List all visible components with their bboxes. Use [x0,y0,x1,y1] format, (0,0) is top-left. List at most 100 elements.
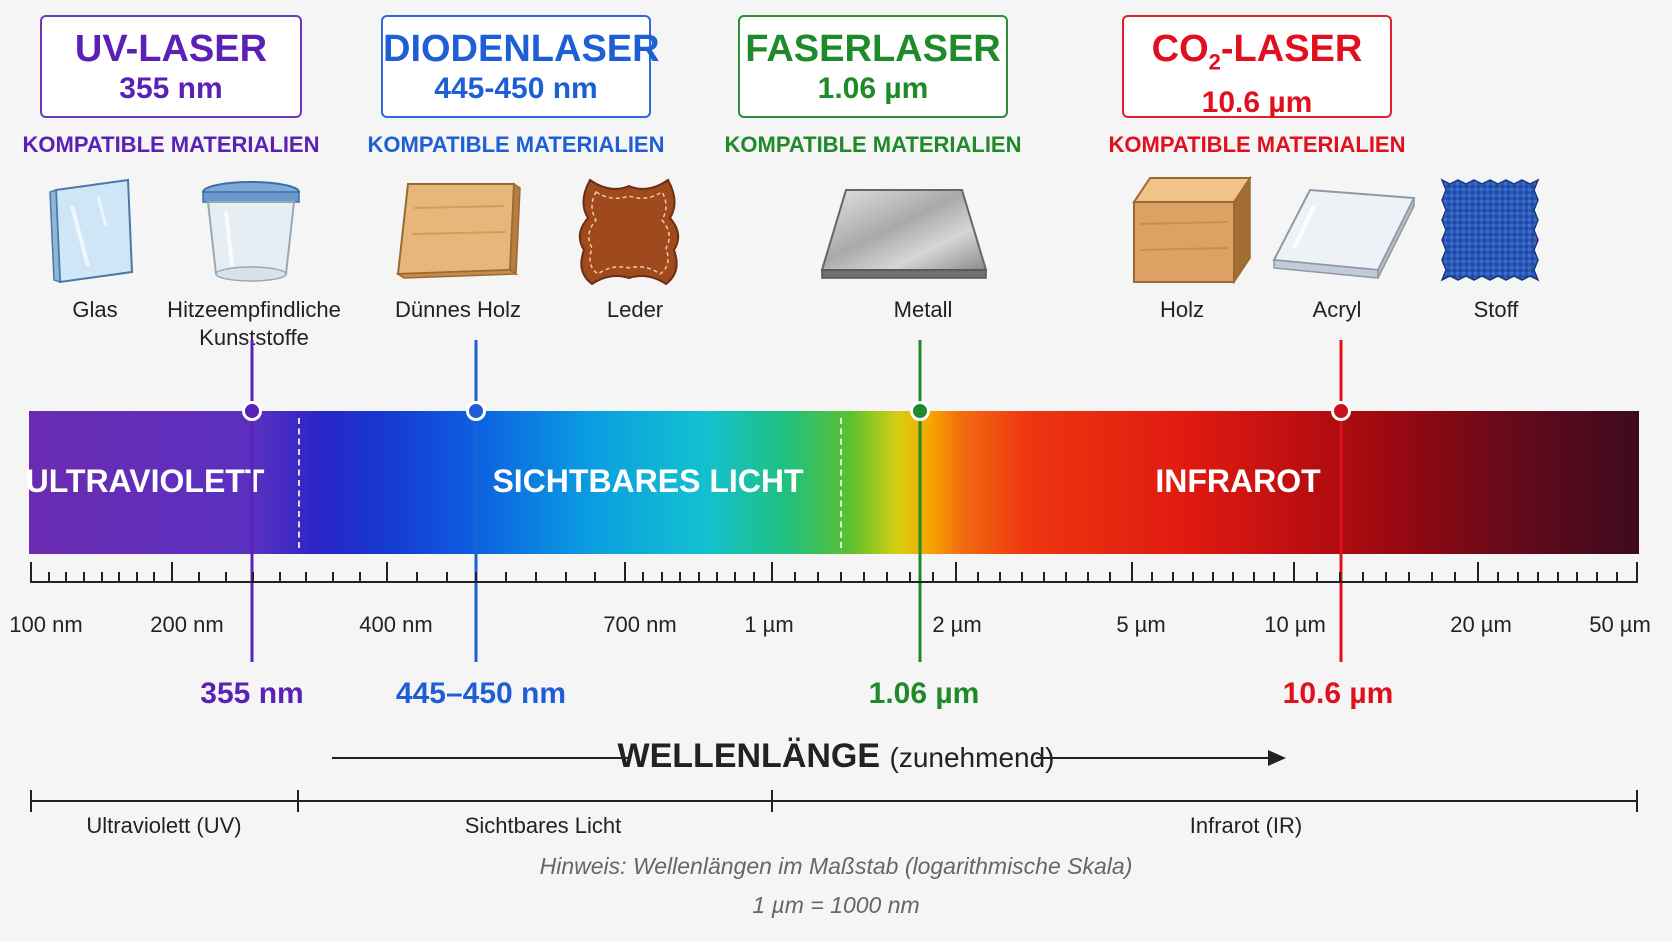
material-label-kunststoffe-line1: Hitzeempfindliche [167,297,341,322]
minor-tick [1021,572,1023,582]
scale-note: Hinweis: Wellenlängen im Maßstab (logari… [539,853,1133,879]
minor-tick [1596,572,1599,582]
minor-tick [1191,572,1194,582]
minor-tick [1151,572,1154,582]
metal-plate-icon [820,189,988,279]
tick-label-700nm: 700 nm [603,612,677,637]
wavelength-arrow-left-line [332,757,630,759]
fiber-laser-wavelength: 1.06 µm [817,72,929,105]
minor-tick [135,572,138,582]
material-label-leder: Leder [606,297,664,322]
minor-tick [734,572,737,582]
minor-tick [475,572,478,582]
wavelength-arrow-head [1268,750,1286,766]
major-tick [624,562,626,582]
wood-block-icon [1132,175,1252,285]
fiber-marker-dot [910,401,930,421]
material-label-acryl: Acryl [1312,297,1362,322]
co2-laser-wavelength: 10.6 µm [1201,85,1313,119]
fabric-swatch-icon [1440,178,1540,282]
tick-label-2um: 2 µm [932,612,982,637]
minor-tick [153,572,156,582]
region-ruler [30,800,1638,802]
minor-tick [817,572,819,582]
minor-tick [197,572,200,582]
region-label-uv: Ultraviolett (UV) [86,813,242,838]
minor-tick [82,572,85,582]
minor-tick [863,572,865,582]
acrylic-sheet-icon [1272,188,1416,279]
co2-marker-label: 10.6 µm [1282,677,1394,710]
tick-label-100nm: 100 nm [9,612,83,637]
minor-tick [1516,572,1519,582]
band-label-ir: INFRAROT [1155,463,1321,499]
material-label-metall: Metall [893,297,953,322]
minor-tick [251,572,254,582]
material-label-duennes-holz: Dünnes Holz [395,297,521,322]
minor-tick [1043,572,1045,582]
minor-tick [1536,572,1539,582]
diode-marker-line [474,340,478,662]
uv-compatible-heading: KOMPATIBLE MATERIALIEN [22,132,320,157]
minor-tick [359,572,362,582]
minor-tick [1171,572,1174,582]
region-tick-visible-ir [771,790,773,812]
band-label-uv: ULTRAVIOLETT [25,463,265,499]
minor-tick [1362,572,1364,582]
minor-tick [1212,572,1214,582]
region-tick-start [30,790,32,812]
minor-tick [1431,572,1433,582]
leather-hide-icon [578,178,680,286]
minor-tick [886,572,888,582]
region-label-visible: Sichtbares Licht [464,813,622,838]
major-tick [1131,562,1133,582]
uv-laser-name: UV-LASER [74,28,268,70]
co2-laser-name: CO2-LASER [1124,27,1390,85]
minor-tick [1576,572,1579,582]
co2-laser-name-suffix: -LASER [1220,28,1363,70]
co2-laser-box: CO2-LASER 10.6 µm [1122,15,1392,119]
minor-tick [715,572,718,582]
minor-tick [564,572,567,582]
material-label-kunststoffe: Hitzeempfindliche Kunststoffe [167,296,341,352]
diode-compatible-heading: KOMPATIBLE MATERIALIEN [367,132,665,157]
minor-tick [1252,572,1255,582]
minor-tick [1232,572,1235,582]
co2-laser-name-subscript: 2 [1208,49,1221,75]
visible-ir-divider [840,418,842,548]
minor-tick [752,572,755,582]
wavelength-title-main: WELLENLÄNGE [617,737,881,775]
uv-laser-box: UV-LASER 355 nm [40,15,302,118]
major-tick [171,562,173,582]
fiber-marker-line [918,340,922,662]
minor-tick [1408,572,1410,582]
minor-tick [224,572,227,582]
minor-tick [415,572,418,582]
fiber-laser-box: FASERLASER 1.06 µm [738,15,1008,118]
minor-tick [505,572,507,582]
region-tick-end [1636,790,1638,812]
diode-laser-wavelength: 445-450 nm [434,72,598,105]
major-tick [771,562,773,582]
minor-tick [1496,572,1499,582]
wavelength-arrow-right-line [1036,757,1270,759]
material-label-glas: Glas [72,297,118,322]
tick-label-1um: 1 µm [744,612,794,637]
uv-laser-wavelength: 355 nm [119,72,223,105]
glass-pane-icon [49,178,134,284]
minor-tick [1385,572,1387,582]
uv-marker-dot [242,401,262,421]
co2-marker-dot [1331,401,1351,421]
fiber-laser-name: FASERLASER [745,28,1001,70]
minor-tick [445,572,448,582]
minor-tick [977,572,979,582]
minor-tick [932,572,934,582]
minor-tick [1454,572,1456,582]
band-label-visible: SICHTBARES LICHT [492,463,804,499]
plastic-container-icon [202,181,300,282]
minor-tick [679,572,682,582]
major-tick [1293,562,1295,582]
minor-tick [697,572,700,582]
minor-tick [332,572,335,582]
minor-tick [642,572,645,582]
